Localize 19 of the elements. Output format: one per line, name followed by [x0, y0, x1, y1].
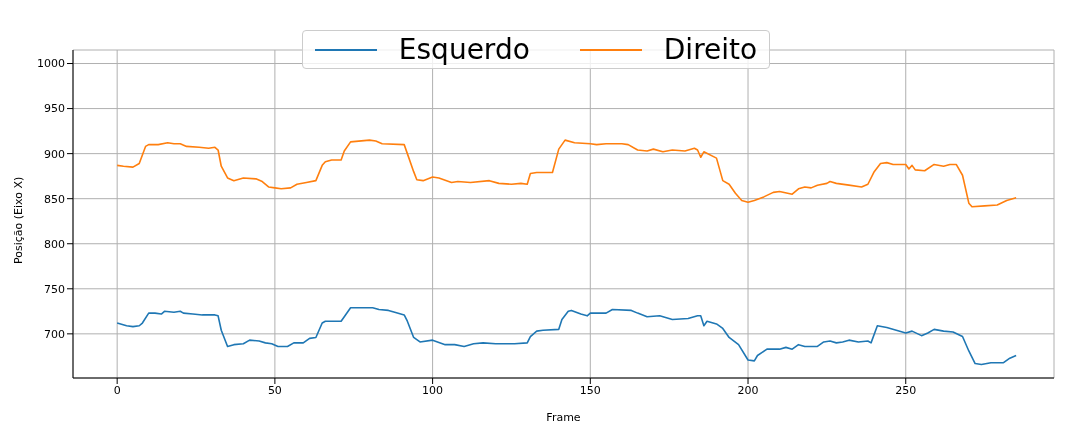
y-tick-label: 800 [44, 237, 65, 251]
y-tick-label: 1000 [37, 57, 65, 71]
x-tick-label: 50 [267, 383, 282, 397]
y-tick-label: 900 [44, 147, 65, 161]
y-axis-title: Posição (Eixo X) [11, 176, 25, 264]
y-tick-label: 950 [44, 102, 65, 116]
x-tick-label: 0 [113, 383, 121, 397]
y-tick-label: 750 [44, 282, 65, 296]
line-series [116, 306, 1017, 366]
x-tick-label: 150 [579, 383, 601, 397]
x-tick-label: 100 [422, 383, 444, 397]
x-tick-label: 250 [895, 383, 917, 397]
x-axis-title: Frame [546, 411, 581, 424]
legend-label: Esquerdo [398, 33, 530, 66]
x-tick-label: 200 [737, 383, 759, 397]
y-tick-label: 850 [44, 192, 65, 206]
line-series [116, 139, 1017, 208]
y-tick-label: 700 [44, 327, 65, 341]
legend-label: Direito [663, 33, 758, 66]
